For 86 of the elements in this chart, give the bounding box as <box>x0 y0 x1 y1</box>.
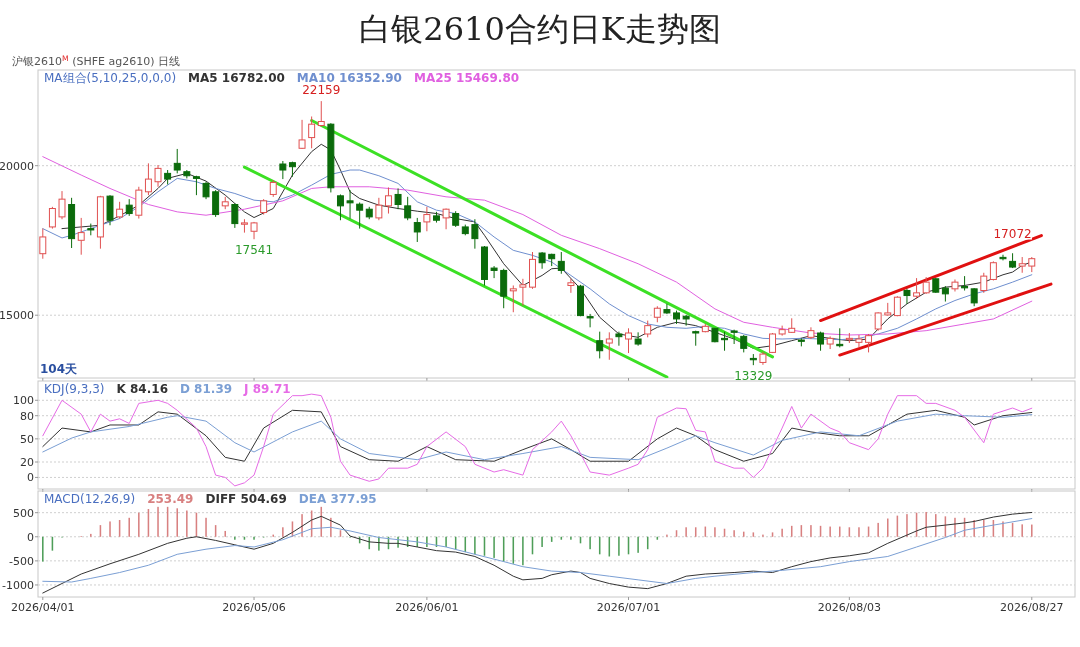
candlestick <box>308 116 316 149</box>
candlestick <box>58 190 66 220</box>
series-label: J 89.71 <box>243 382 291 396</box>
candlestick <box>999 254 1007 261</box>
candlestick <box>586 313 594 328</box>
candlestick <box>279 160 287 180</box>
annotation: 22159 <box>302 83 341 98</box>
y-tick-label: -500 <box>9 554 34 568</box>
x-tick-label: 2026/08/27 <box>1000 601 1064 614</box>
candlestick <box>48 206 56 230</box>
y-tick-label: -1000 <box>2 578 34 592</box>
chart-title: 白银2610合约日K走势图 <box>359 10 721 48</box>
y-tick-label: 50 <box>20 432 34 446</box>
candlestick <box>471 218 479 250</box>
candlestick <box>490 265 498 279</box>
y-tick-label: 0 <box>27 471 34 485</box>
candlestick <box>212 189 220 218</box>
y-tick-label: 15000 <box>0 309 34 323</box>
text: MA25 15469.80 <box>413 71 520 85</box>
candlestick <box>384 186 392 215</box>
y-tick-label: 80 <box>20 409 34 423</box>
annotation: 17541 <box>234 243 274 258</box>
text: MA5 16782.00 <box>188 71 285 85</box>
series-label: 253.49 <box>147 492 194 506</box>
candlestick <box>404 196 412 221</box>
series-label: D 81.39 <box>179 382 233 396</box>
line-series <box>42 518 1033 585</box>
candlestick <box>970 287 978 307</box>
line-series <box>42 511 1033 594</box>
candlestick <box>596 331 604 359</box>
candlestick <box>144 162 152 196</box>
candlestick <box>346 189 354 220</box>
candlestick <box>231 202 239 229</box>
candlestick <box>836 327 844 348</box>
y-tick-label: 20 <box>20 456 34 469</box>
legend-title: MACD(12,26,9) <box>44 492 136 506</box>
candlestick <box>874 311 882 332</box>
text: MA10 16352.90 <box>296 71 402 85</box>
candlestick <box>615 331 623 347</box>
candlestick <box>634 331 642 347</box>
x-tick-label: 2026/08/03 <box>817 601 882 614</box>
candlestick <box>961 275 969 291</box>
candlestick <box>913 277 921 300</box>
candlestick <box>336 193 344 221</box>
candlestick <box>903 288 911 305</box>
series-label: K 84.16 <box>116 382 168 396</box>
candlestick <box>423 206 431 232</box>
candlestick <box>855 334 863 348</box>
candlestick <box>625 327 632 354</box>
candlestick <box>519 278 527 307</box>
legend-title: MA组合(5,10,25,0,0,0) <box>44 71 177 85</box>
x-tick-label: 2026/04/01 <box>11 601 75 614</box>
candlestick <box>298 119 306 150</box>
y-tick-label: 0 <box>27 530 34 544</box>
candlestick <box>605 331 613 361</box>
y-tick-label: 100 <box>13 394 34 408</box>
candlestick <box>557 251 565 275</box>
candlestick <box>375 197 383 221</box>
candlestick <box>413 217 421 243</box>
text: DIFF 504.69 <box>205 492 287 506</box>
annotation: 13329 <box>734 369 773 384</box>
candlestick <box>682 314 690 327</box>
candlestick <box>663 303 671 315</box>
candlestick <box>865 333 873 353</box>
x-tick-label: 2026/06/01 <box>395 601 459 614</box>
y-tick-label: 500 <box>13 506 34 520</box>
annotation: 104天 <box>40 362 79 376</box>
candlestick <box>567 278 575 294</box>
x-tick-label: 2026/07/01 <box>596 601 661 614</box>
candlestick <box>39 228 47 260</box>
candlestick <box>154 164 162 188</box>
candlestick <box>356 202 364 230</box>
candlestick <box>77 217 85 256</box>
candlestick <box>730 329 738 345</box>
y-tick-label: 20000 <box>0 159 34 173</box>
candlestick <box>980 272 988 294</box>
text: DEA 377.95 <box>298 492 377 506</box>
candlestick <box>509 284 517 313</box>
candlestick <box>317 100 325 128</box>
candlestick <box>394 187 402 210</box>
annotation: 17072 <box>993 227 1032 242</box>
candlestick <box>721 331 729 352</box>
candlestick <box>173 148 181 174</box>
legend-title: KDJ(9,3,3) <box>44 382 105 396</box>
chart-subtitle: 沪银2610$^{M}$ (SHFE ag2610) 日线 <box>12 53 180 68</box>
x-tick-label: 2026/05/06 <box>222 601 286 614</box>
